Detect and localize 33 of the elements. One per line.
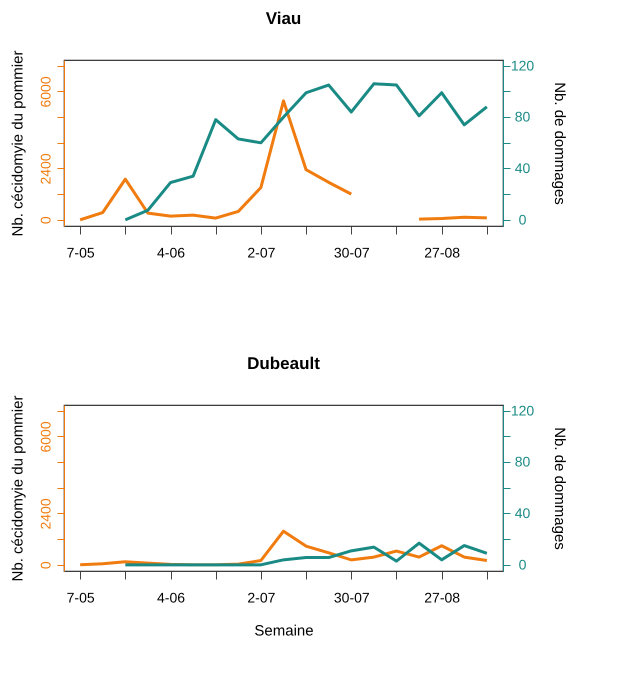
y2-tick-label: 120 (510, 402, 534, 418)
line-series (124, 82, 488, 222)
y-tick-label: 0 (38, 216, 54, 224)
y-tick-label: 2400 (38, 153, 54, 185)
x-tick-label: 7-05 (66, 244, 95, 260)
x-tick-label: 27-08 (424, 590, 460, 606)
y-axis-title: Nb. cécidomyie du pommier (10, 396, 26, 582)
x-axis-title: Semaine (254, 622, 314, 640)
y2-axis-title: Nb. de dommages (551, 82, 568, 205)
y-tick-label: 0 (38, 561, 54, 570)
y-axis-title: Nb. cécidomyie du pommier (10, 50, 26, 236)
y2-tick-label: 80 (514, 454, 530, 470)
chart-title: Dubeault (247, 354, 320, 374)
y2-tick-label: 80 (514, 108, 530, 125)
x-tick-label: 4-06 (157, 590, 186, 606)
y2-axis-title: Nb. de dommages (551, 427, 568, 550)
x-tick-label: 27-08 (424, 244, 460, 260)
chart-title: Viau (266, 9, 302, 28)
y2-tick-label: 40 (514, 504, 530, 521)
line-series (124, 542, 488, 566)
x-tick-label: 30-07 (334, 244, 370, 260)
y2-tick-label: 0 (518, 556, 527, 572)
x-tick-label: 30-07 (334, 590, 370, 606)
y-tick-label: 2400 (38, 498, 54, 530)
x-tick-label: 2-07 (247, 590, 276, 606)
y2-tick-label: 40 (514, 160, 530, 176)
x-tick-label: 4-06 (157, 244, 186, 260)
y-tick-label: 6000 (38, 76, 54, 108)
y2-tick-label: 120 (510, 57, 534, 74)
x-tick-label: 7-05 (66, 590, 95, 606)
x-tick-label: 2-07 (247, 244, 276, 260)
y2-tick-label: 0 (518, 211, 527, 228)
y-tick-label: 6000 (38, 421, 54, 453)
